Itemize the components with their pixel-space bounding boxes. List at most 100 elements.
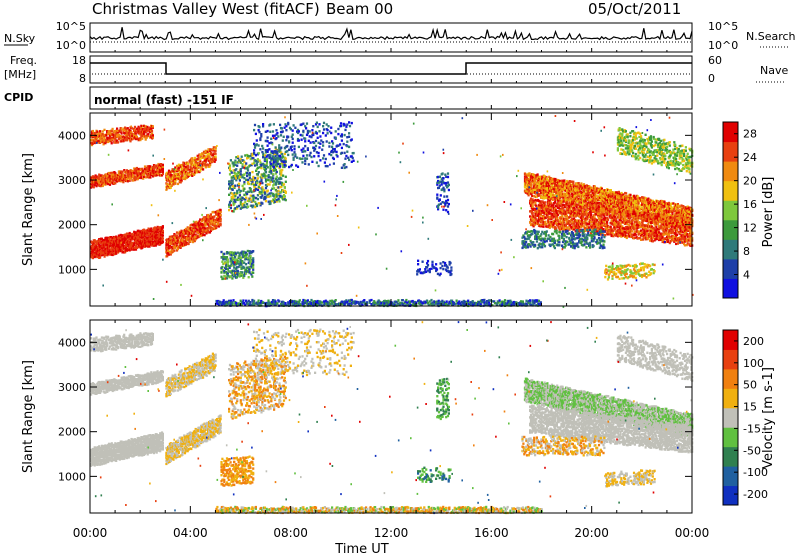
- freq-trace: [90, 63, 692, 74]
- scatter-cell: [283, 136, 285, 138]
- scatter-cell: [316, 122, 318, 124]
- scatter-cell: [228, 209, 230, 211]
- scatter-cell: [129, 180, 131, 182]
- freq-tick-bottom: 8: [79, 72, 86, 85]
- scatter-cell: [262, 125, 264, 127]
- scatter-cell: [240, 170, 242, 172]
- scatter-cell: [252, 272, 254, 274]
- scatter-cell: [269, 183, 271, 185]
- scatter-cell: [301, 139, 303, 141]
- scatter-cell: [417, 263, 419, 265]
- scatter-cell: [318, 123, 320, 125]
- scatter-cell: [284, 164, 286, 166]
- scatter-cell: [276, 171, 278, 173]
- scatter-cell: [442, 209, 444, 211]
- scatter-cell: [269, 131, 271, 133]
- nsky-trace: [90, 27, 692, 39]
- scatter-cell: [231, 277, 233, 279]
- scatter-cell: [272, 130, 274, 132]
- scatter-cell: [440, 262, 442, 264]
- scatter-cell: [318, 165, 320, 167]
- scatter-cell: [258, 186, 260, 188]
- scatter-cell: [282, 175, 284, 177]
- scatter-cell: [271, 157, 273, 159]
- scatter-cell: [302, 155, 304, 157]
- scatter-cell: [229, 167, 231, 169]
- scatter-cell: [323, 122, 325, 124]
- scatter-cell: [345, 126, 347, 128]
- scatter-cell: [444, 174, 446, 176]
- scatter-cell: [265, 171, 267, 173]
- scatter-cell: [162, 173, 164, 175]
- scatter-cell: [112, 128, 114, 130]
- scatter-cell: [353, 152, 355, 154]
- scatter-cell: [351, 138, 353, 140]
- scatter-cell: [272, 177, 274, 179]
- scatter-cell: [292, 153, 294, 155]
- scatter-cell: [270, 138, 272, 140]
- scatter-cell: [302, 147, 304, 149]
- scatter-cell: [327, 125, 329, 127]
- scatter-cell: [103, 137, 105, 139]
- scatter-cell: [337, 128, 339, 130]
- scatter-cell: [344, 158, 346, 160]
- scatter-cell: [417, 260, 419, 262]
- scatter-cell: [273, 166, 275, 168]
- scatter-cell: [450, 266, 452, 268]
- scatter-cell: [625, 192, 627, 194]
- nsky-label: N.Sky: [4, 32, 36, 45]
- scatter-cell: [306, 122, 308, 124]
- scatter-cell: [298, 146, 300, 148]
- scatter-cell: [341, 167, 343, 169]
- scatter-cell: [438, 187, 440, 189]
- scatter-cell: [232, 182, 234, 184]
- scatter-cell: [248, 183, 250, 185]
- scatter-cell: [267, 130, 269, 132]
- scatter-cell: [318, 152, 320, 154]
- scatter-cell: [258, 152, 260, 154]
- scatter-cell: [312, 125, 314, 127]
- scatter-cell: [297, 166, 299, 168]
- scatter-cell: [318, 155, 320, 157]
- scatter-cell: [254, 159, 256, 161]
- scatter-cell: [267, 190, 269, 192]
- scatter-cell: [344, 152, 346, 154]
- scatter-cell: [419, 268, 421, 270]
- scatter-cell: [252, 266, 254, 268]
- noise-left-tick-bottom: 10^0: [56, 39, 86, 52]
- scatter-cell: [230, 159, 232, 161]
- scatter-cell: [265, 187, 267, 189]
- scatter-cell: [344, 163, 346, 165]
- scatter-cell: [292, 138, 294, 140]
- scatter-cell: [310, 156, 312, 158]
- scatter-cell: [276, 152, 278, 154]
- scatter-cell: [435, 263, 437, 265]
- scatter-cell: [294, 153, 296, 155]
- scatter-cell: [254, 164, 256, 166]
- scatter-cell: [340, 125, 342, 127]
- scatter-cell: [259, 148, 261, 150]
- scatter-cell: [282, 139, 284, 141]
- scatter-cell: [322, 132, 324, 134]
- scatter-cell: [208, 155, 210, 157]
- scatter-cell: [279, 124, 281, 126]
- scatter-cell: [266, 155, 268, 157]
- scatter-cell: [442, 177, 444, 179]
- freq-label: Freq.: [10, 54, 37, 67]
- scatter-cell: [292, 142, 294, 144]
- scatter-cell: [268, 148, 270, 150]
- scatter-cell: [315, 145, 317, 147]
- scatter-cell: [279, 155, 281, 157]
- scatter-cell: [261, 194, 263, 196]
- scatter-cell: [444, 262, 446, 264]
- scatter-cell: [245, 197, 247, 199]
- scatter-cell: [234, 185, 236, 187]
- scatter-cell: [272, 164, 274, 166]
- scatter-cell: [275, 146, 277, 148]
- scatter-cell: [242, 163, 244, 165]
- scatter-cell: [285, 129, 287, 131]
- scatter-cell: [427, 264, 429, 266]
- scatter-cell: [272, 155, 274, 157]
- scatter-cell: [422, 261, 424, 263]
- scatter-cell: [260, 164, 262, 166]
